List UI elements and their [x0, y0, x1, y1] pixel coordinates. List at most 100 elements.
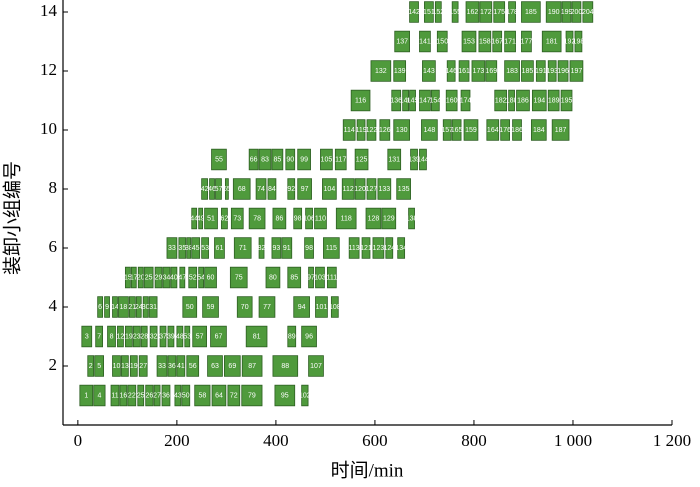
task-box	[181, 384, 191, 407]
task-label: 97	[301, 186, 309, 193]
task-label: 33	[168, 245, 176, 252]
task-label: 27	[139, 363, 147, 370]
task-box	[293, 207, 303, 230]
task-label: 120	[354, 186, 366, 193]
task-box	[508, 89, 515, 112]
task-box	[211, 384, 227, 407]
task-label: 55	[215, 156, 223, 163]
task-label: 204	[582, 9, 594, 16]
task-label: 189	[548, 97, 560, 104]
task-label: 133	[378, 186, 390, 193]
task-box	[419, 89, 431, 112]
task-label: 34	[163, 274, 171, 281]
task-label: 61	[216, 245, 224, 252]
task-label: 190	[548, 9, 560, 16]
task-box	[547, 60, 557, 82]
task-box	[224, 178, 229, 200]
task-label: 171	[504, 38, 516, 45]
task-label: 118	[341, 215, 352, 222]
task-box	[377, 178, 392, 200]
task-label: 59	[207, 304, 215, 311]
task-label: 88	[281, 363, 289, 370]
task-box	[545, 1, 562, 23]
task-box	[451, 1, 459, 23]
task-label: 50	[182, 392, 190, 399]
task-label: 167	[491, 38, 503, 45]
task-box	[304, 237, 314, 259]
task-box	[508, 1, 516, 23]
task-label: 42	[201, 186, 209, 193]
task-label: 41	[177, 363, 185, 370]
task-label: 113	[349, 245, 360, 252]
task-label: 80	[269, 274, 277, 281]
task-box	[512, 119, 522, 141]
task-box	[104, 296, 110, 318]
task-label: 27	[153, 392, 161, 399]
task-label: 28	[140, 333, 148, 340]
task-label: 18	[120, 304, 128, 311]
task-label: 47	[178, 274, 186, 281]
task-label: 139	[408, 156, 420, 163]
task-box	[229, 266, 248, 289]
task-box	[191, 207, 198, 230]
task-box	[166, 237, 178, 259]
task-label: 65	[223, 186, 231, 193]
task-box	[442, 119, 452, 141]
task-box	[281, 237, 293, 259]
task-box	[393, 119, 410, 141]
task-box	[293, 296, 310, 318]
task-box	[258, 148, 272, 171]
task-box	[204, 266, 217, 289]
task-label: 38	[185, 245, 193, 252]
task-box	[366, 178, 377, 200]
task-label: 31	[149, 304, 157, 311]
task-box	[354, 178, 366, 200]
task-label: 21	[128, 304, 136, 311]
task-label: 148	[424, 127, 436, 134]
task-box	[569, 60, 584, 82]
task-label: 32	[150, 333, 158, 340]
task-box	[87, 355, 95, 377]
task-box	[124, 266, 131, 289]
task-label: 71	[239, 245, 247, 252]
task-box	[531, 89, 547, 112]
task-box	[138, 355, 148, 377]
task-label: 101	[316, 304, 328, 311]
task-label: 68	[238, 186, 246, 193]
task-box	[354, 148, 369, 171]
task-box	[385, 237, 394, 259]
task-label: 127	[366, 186, 378, 193]
task-box	[258, 237, 265, 259]
task-label: 26	[146, 392, 154, 399]
task-box	[504, 30, 516, 53]
task-label: 36	[162, 392, 170, 399]
task-label: 164	[487, 127, 499, 134]
task-label: 103	[314, 274, 326, 281]
task-box	[434, 1, 442, 23]
task-label: 119	[355, 127, 366, 134]
task-box	[204, 207, 218, 230]
task-label: 136	[390, 97, 402, 104]
task-box	[227, 384, 241, 407]
x-axis-title: 时间/min	[331, 459, 404, 481]
task-label: 5	[97, 363, 101, 370]
task-box	[135, 296, 142, 318]
task-label: 98	[294, 215, 302, 222]
task-label: 79	[248, 392, 256, 399]
task-label: 183	[506, 68, 518, 75]
task-box	[430, 89, 440, 112]
task-label: 150	[436, 38, 448, 45]
task-label: 22	[128, 392, 136, 399]
task-label: 197	[571, 68, 583, 75]
task-box	[140, 325, 148, 348]
task-label: 50	[186, 304, 194, 311]
task-box	[421, 119, 438, 141]
task-box	[465, 1, 480, 23]
task-label: 8	[110, 333, 114, 340]
task-box	[153, 384, 161, 407]
task-box	[233, 237, 252, 259]
task-box	[326, 266, 337, 289]
task-label: 53	[183, 333, 191, 340]
task-box	[446, 60, 456, 82]
task-box	[287, 178, 296, 200]
